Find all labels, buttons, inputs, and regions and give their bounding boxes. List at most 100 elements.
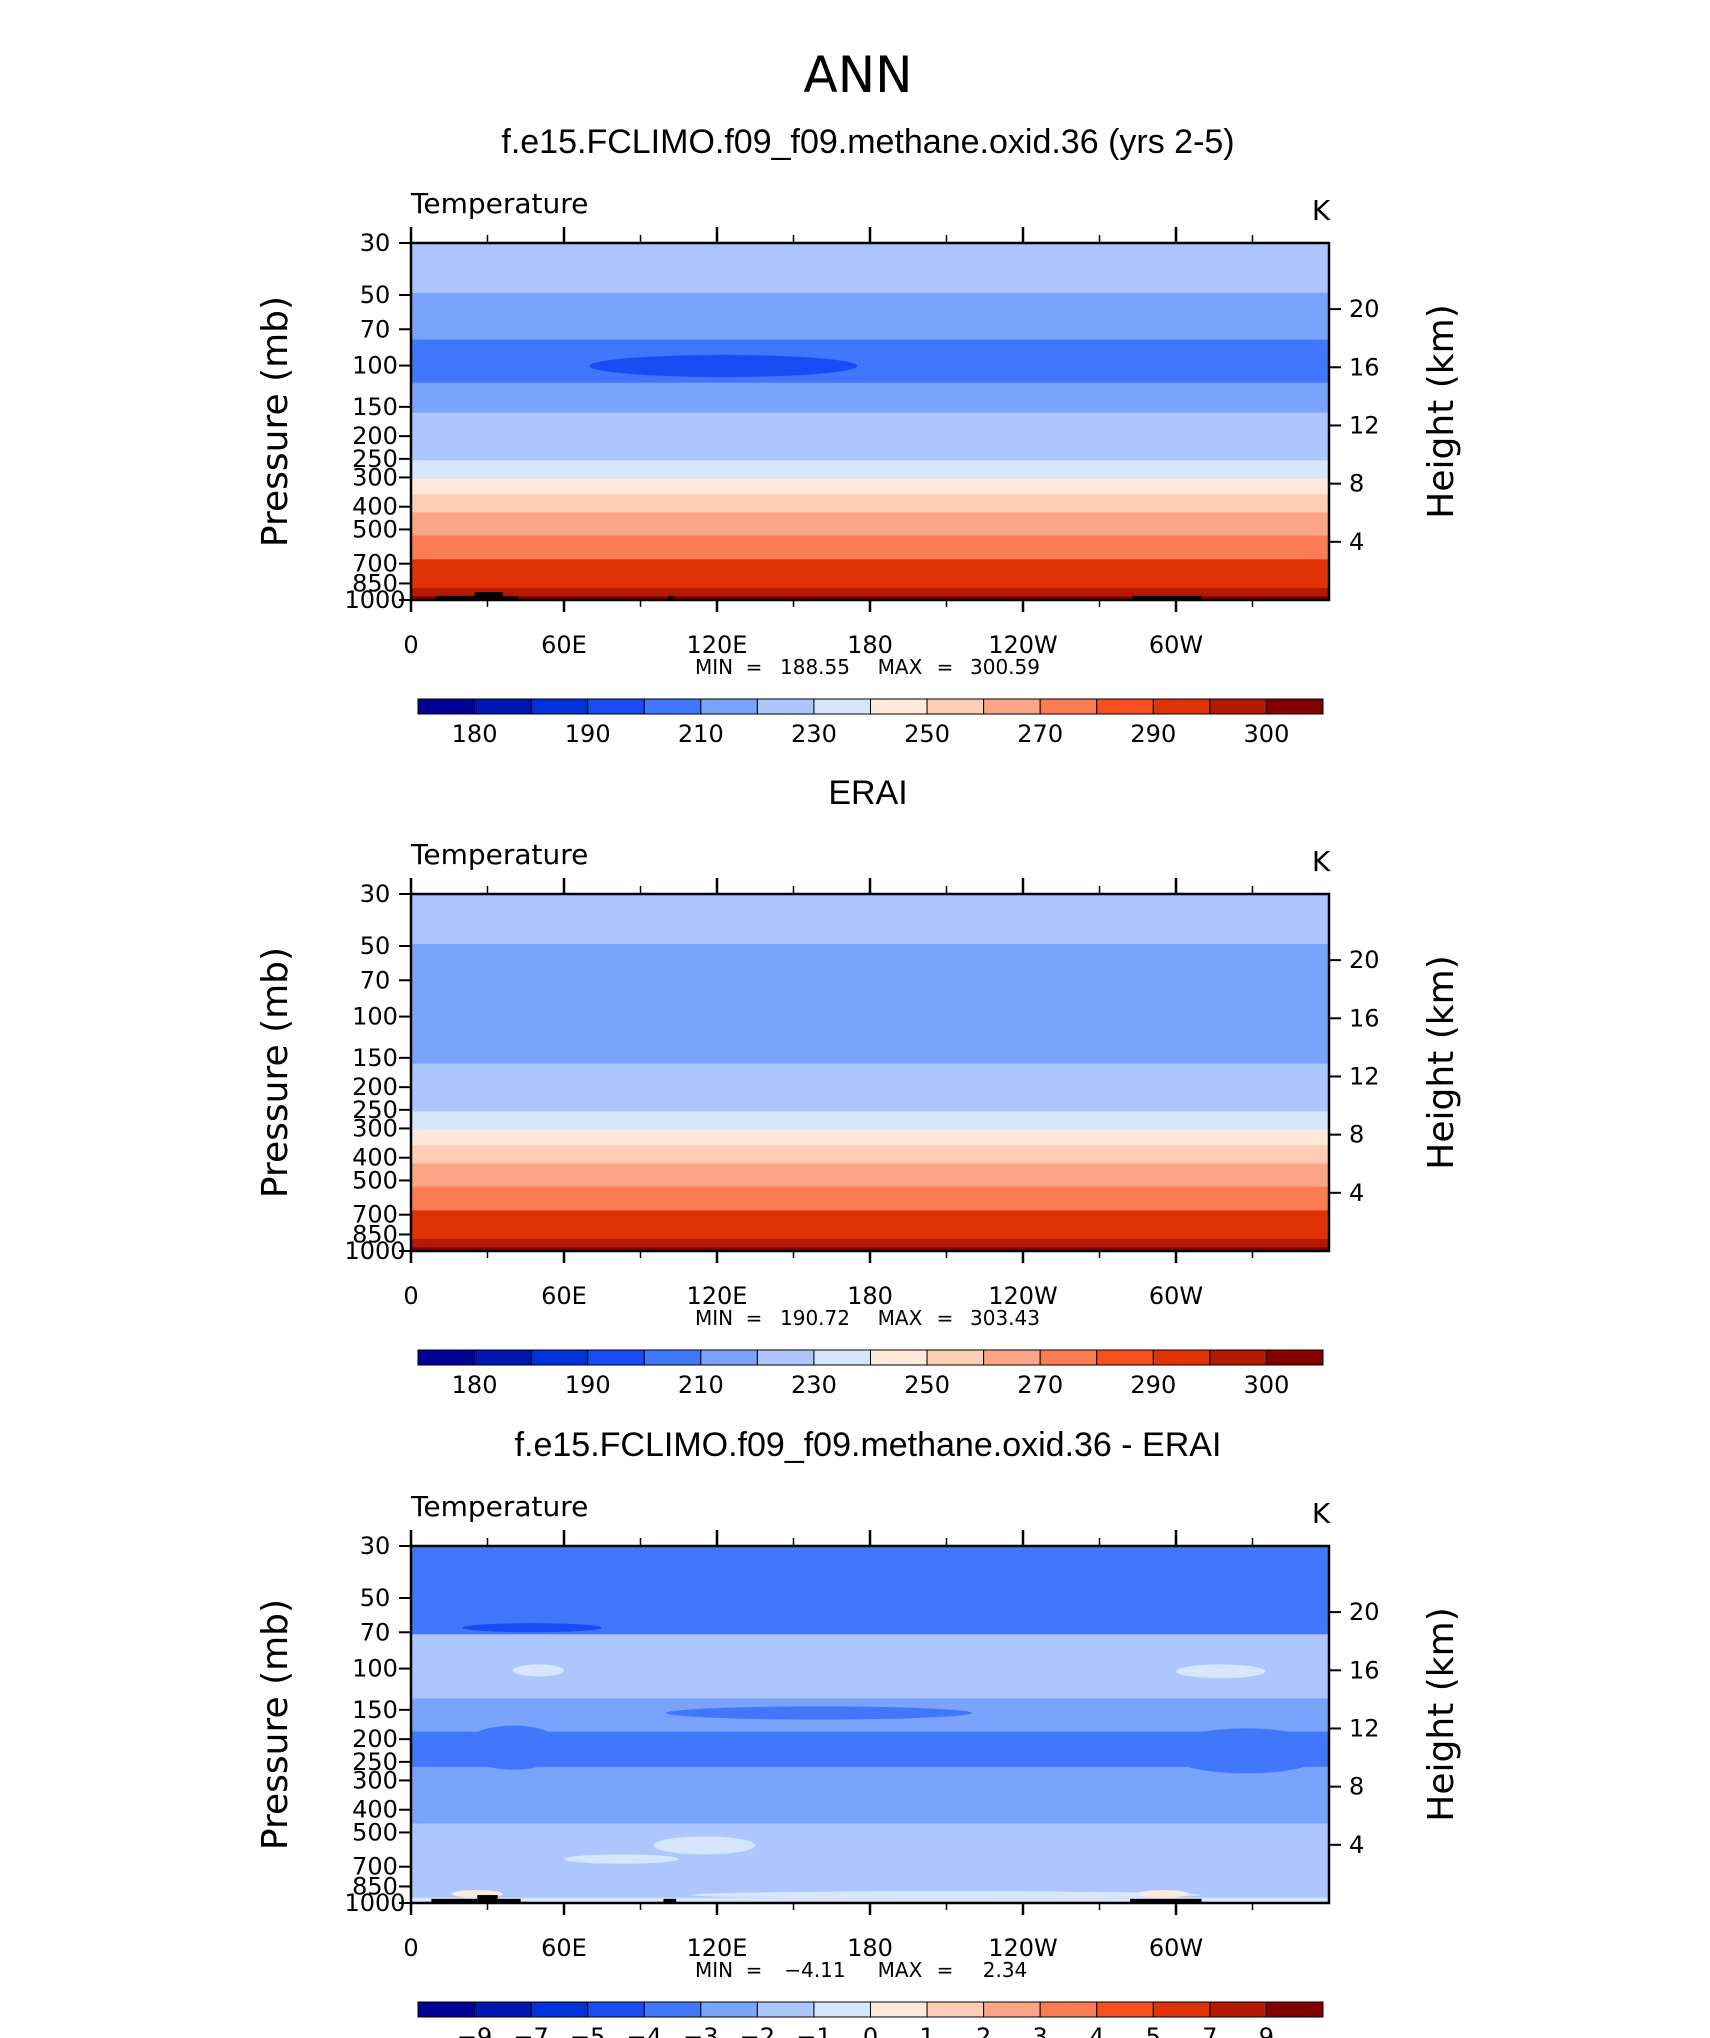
contour-band (411, 412, 1329, 439)
colorbar-swatch (530, 1349, 589, 1366)
y-tick-label: 70 (360, 966, 391, 994)
colorbar-label: 1 (919, 2023, 934, 2038)
x-tick-label: 60E (541, 1282, 587, 1310)
colorbar: 180 190 210 230 250 270 290 300 (417, 698, 1324, 748)
y-tick-label: 850 (352, 569, 398, 597)
topography-mask (502, 596, 519, 600)
height-tick-label: 8 (1349, 470, 1364, 498)
contour-band (411, 577, 1329, 589)
height-tick-label: 12 (1349, 1062, 1380, 1090)
x-tick-label: 180 (847, 631, 893, 659)
colorbar-swatch (417, 2001, 476, 2018)
units-label: K (1312, 1497, 1331, 1530)
contour-band (411, 1849, 1329, 1881)
colorbar-swatch (926, 2001, 985, 2018)
y-tick-label: 150 (352, 1696, 398, 1724)
colorbar-swatch (756, 698, 815, 715)
contour-patch (666, 1706, 972, 1720)
y-tick-label: 700 (352, 1853, 398, 1881)
y-tick-label: 1000 (344, 1889, 405, 1917)
colorbar-swatch (756, 1349, 815, 1366)
y-axis-title: Pressure (mb) (255, 1599, 296, 1850)
colorbar-swatch (870, 1349, 928, 1366)
contour-patch (1137, 1889, 1189, 1898)
colorbar-swatch (474, 2001, 532, 2018)
contour-band (411, 512, 1329, 537)
y-tick-label: 1000 (344, 1237, 405, 1265)
colorbar-label: −7 (513, 2023, 548, 2038)
topography-mask (663, 1898, 677, 1903)
colorbar-label: −4 (627, 2023, 662, 2038)
colorbar-swatch (643, 1349, 702, 1366)
contour-band (411, 1239, 1329, 1248)
y-tick-label: 50 (360, 1584, 391, 1612)
contour-band (411, 588, 1329, 597)
height-tick-label: 12 (1349, 1714, 1380, 1742)
colorbar-swatch (756, 2001, 815, 2018)
colorbar-swatch (1096, 1349, 1154, 1366)
max-equals: = (937, 1306, 954, 1330)
y-tick-label: 850 (352, 1872, 398, 1900)
contour-band (411, 894, 1329, 910)
figure-title: ANN (803, 46, 912, 104)
colorbar-swatch (474, 1349, 532, 1366)
height-tick-label: 20 (1349, 946, 1380, 974)
y-tick-label: 500 (352, 1166, 398, 1194)
contour-band (411, 382, 1329, 414)
colorbar-swatch (1209, 1349, 1267, 1366)
y-tick-label: 700 (352, 1201, 398, 1229)
panel-title: ERAI (828, 774, 907, 812)
colorbar-label: 180 (452, 720, 498, 748)
colorbar-swatch (983, 698, 1041, 715)
colorbar-label: −2 (740, 2023, 775, 2038)
colorbar-swatch (1265, 1349, 1324, 1366)
min-equals: = (746, 1958, 763, 1982)
max-equals: = (937, 655, 954, 679)
min-value: 190.72 (780, 1306, 850, 1330)
panel-title: f.e15.FCLIMO.f09_f09.methane.oxid.36 - E… (515, 1426, 1222, 1464)
contour-patch (1176, 1664, 1266, 1679)
colorbar-swatch (1265, 2001, 1324, 2018)
colorbar-label: 300 (1244, 720, 1290, 748)
plot-area (411, 1546, 1329, 1903)
colorbar-label: 180 (452, 1371, 498, 1399)
y-tick-label: 30 (360, 229, 391, 257)
colorbar-swatch (643, 2001, 702, 2018)
colorbar-label: 0 (863, 2023, 878, 2038)
colorbar-swatch (1209, 2001, 1267, 2018)
contour-band (411, 535, 1329, 560)
colorbar-label: 230 (791, 720, 837, 748)
y-axis-title-right: Height (km) (1421, 1607, 1462, 1821)
colorbar-swatch (700, 2001, 758, 2018)
colorbar-swatch (530, 698, 589, 715)
height-tick-label: 16 (1349, 1656, 1380, 1684)
y-tick-label: 850 (352, 1220, 398, 1248)
contour-band (411, 1546, 1329, 1582)
colorbar-swatch (870, 2001, 928, 2018)
y-tick-label: 250 (352, 1096, 398, 1124)
colorbar-label: 190 (565, 720, 611, 748)
colorbar-swatch (587, 1349, 645, 1366)
y-axis-title: Pressure (mb) (255, 947, 296, 1198)
min-equals: = (746, 655, 763, 679)
colorbar-swatch (926, 698, 985, 715)
contour-band (411, 1111, 1329, 1131)
contour-band (411, 1033, 1329, 1065)
y-axis-title-right: Height (km) (1421, 304, 1462, 518)
y-tick-label: 100 (352, 352, 398, 380)
min-label: MIN (695, 655, 733, 679)
colorbar-label: 2 (976, 2023, 991, 2038)
x-tick-label: 120E (687, 631, 748, 659)
y-tick-label: 50 (360, 281, 391, 309)
variable-label: Temperature (410, 187, 588, 220)
x-tick-label: 180 (847, 1934, 893, 1962)
x-tick-label: 120W (988, 1934, 1058, 1962)
y-axis-title: Pressure (mb) (255, 296, 296, 547)
colorbar-label: 270 (1017, 1371, 1063, 1399)
contour-band (411, 1897, 1329, 1903)
chart-panel-1: f.e15.FCLIMO.f09_f09.methane.oxid.36 (yr… (255, 123, 1462, 748)
colorbar-swatch (417, 1349, 476, 1366)
y-tick-label: 500 (352, 1818, 398, 1846)
y-tick-label: 1000 (344, 586, 405, 614)
colorbar-label: −3 (683, 2023, 718, 2038)
